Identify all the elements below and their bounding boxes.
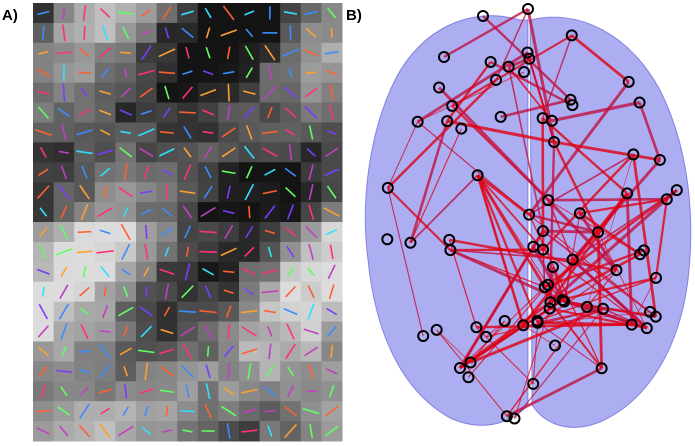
page: A) B) (() => { const data = JSON.parse(d… — [0, 0, 695, 446]
fiber-segment — [223, 271, 234, 272]
fiber-segment — [78, 232, 92, 233]
fiber-segment — [167, 185, 168, 200]
brain-network — [365, 4, 690, 427]
fiber-segment — [36, 411, 51, 412]
right-hemisphere — [530, 17, 691, 427]
fiber-segment — [180, 411, 194, 412]
connection — [548, 199, 667, 200]
fiber-segment — [84, 26, 85, 40]
figure: A) B) — [0, 0, 695, 446]
fiber-segment — [208, 346, 209, 356]
fiber-segment — [199, 252, 217, 253]
fiber-segment — [120, 52, 131, 53]
fiber-segment — [306, 391, 317, 392]
fiber-segment — [249, 206, 250, 218]
fiber-segment — [166, 406, 167, 417]
fiber-orientation-map — [33, 3, 343, 442]
panel-label: A) — [2, 7, 18, 24]
panel-label: B) — [346, 7, 362, 24]
fiber-segment — [146, 286, 147, 297]
fiber-segment — [228, 84, 229, 102]
fiber-segment — [78, 72, 90, 73]
fiber-segment — [179, 311, 196, 312]
fiber-segment — [306, 72, 317, 73]
fiber-segment — [179, 112, 195, 113]
connection — [543, 231, 598, 232]
fiber-segment — [290, 25, 291, 40]
fiber-segment — [146, 225, 147, 239]
fiber-segment — [63, 84, 64, 102]
fiber-segment — [199, 231, 216, 232]
